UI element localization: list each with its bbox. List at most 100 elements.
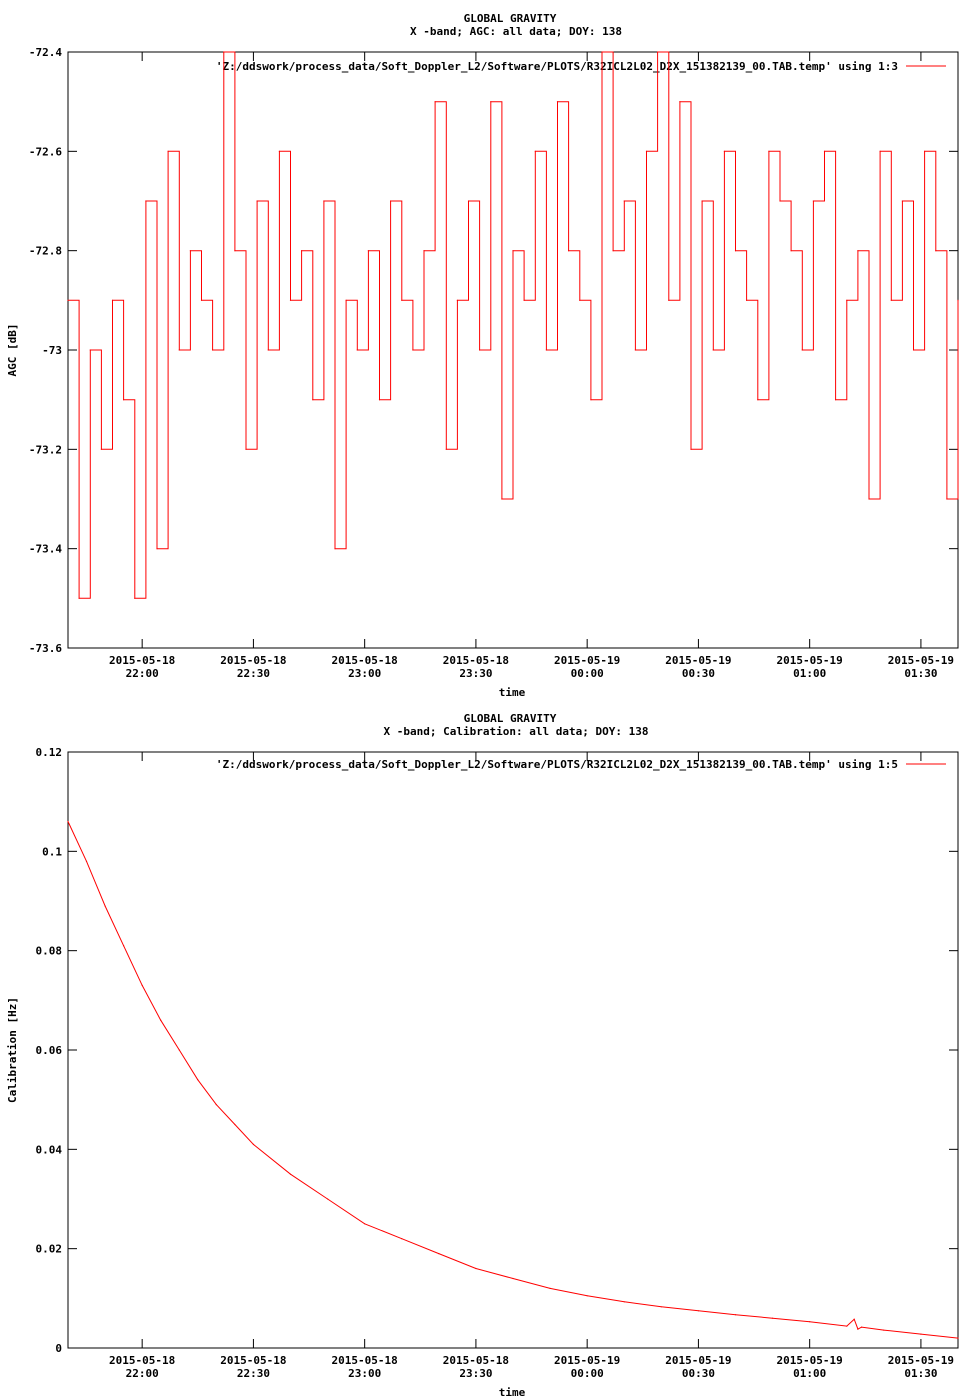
data-point	[957, 299, 959, 301]
data-point	[334, 548, 336, 550]
data-point	[189, 250, 191, 252]
plot-frame	[67, 751, 959, 1349]
data-point	[757, 399, 759, 401]
data-point	[879, 150, 881, 152]
data-point	[364, 1223, 366, 1225]
data-point	[345, 299, 347, 301]
x-tick-date: 2015-05-19	[888, 654, 954, 667]
data-point	[779, 200, 781, 202]
data-point	[946, 498, 948, 500]
data-point	[809, 1321, 811, 1323]
data-point	[734, 1314, 737, 1316]
data-point	[67, 820, 69, 823]
series-line	[68, 51, 959, 599]
data-point	[690, 448, 692, 450]
data-point	[401, 299, 403, 301]
data-point	[868, 498, 870, 500]
x-tick-time: 23:00	[348, 1367, 381, 1380]
data-point	[634, 349, 637, 351]
data-point	[772, 1317, 774, 1319]
data-point	[723, 150, 726, 152]
y-tick-label: 0.1	[42, 845, 62, 858]
data-point	[924, 150, 926, 152]
y-tick-label: 0	[55, 1342, 62, 1355]
x-axis-label: time	[499, 686, 526, 699]
data-point	[657, 51, 659, 53]
x-tick-date: 2015-05-18	[109, 1354, 175, 1367]
data-point	[323, 200, 325, 202]
y-tick-label: -73.4	[29, 543, 62, 556]
y-tick-label: 0.04	[36, 1143, 63, 1156]
y-tick-label: 0.06	[36, 1044, 63, 1057]
x-tick-date: 2015-05-18	[220, 654, 286, 667]
y-tick-label: 0.02	[36, 1243, 63, 1256]
x-tick-date: 2015-05-18	[332, 1354, 398, 1367]
data-point	[245, 448, 247, 450]
data-point	[89, 349, 91, 351]
data-point	[252, 1143, 254, 1145]
data-point	[920, 1333, 922, 1335]
data-point	[467, 200, 470, 202]
x-tick-date: 2015-05-18	[443, 654, 509, 667]
data-point	[890, 299, 892, 301]
data-point	[697, 1310, 700, 1312]
x-tick-date: 2015-05-19	[554, 654, 620, 667]
data-point	[857, 250, 859, 252]
x-tick-time: 00:30	[682, 1367, 715, 1380]
y-axis-label: Calibration [Hz]	[6, 997, 19, 1103]
data-point	[438, 1253, 440, 1255]
data-point	[85, 860, 88, 862]
x-tick-time: 23:30	[459, 1367, 492, 1380]
data-point	[111, 299, 114, 301]
data-point	[490, 101, 492, 103]
x-tick-time: 00:30	[682, 667, 715, 680]
data-point	[957, 1337, 959, 1339]
data-point	[846, 299, 848, 301]
data-point	[223, 51, 225, 53]
data-point	[212, 349, 214, 351]
x-tick-time: 00:00	[571, 667, 604, 680]
data-point	[512, 1277, 514, 1280]
x-tick-time: 22:00	[126, 1367, 159, 1380]
data-point	[679, 101, 681, 103]
data-point	[445, 448, 447, 450]
data-point	[712, 349, 714, 351]
legend-label: 'Z:/ddswork/process_data/Soft_Doppler_L2…	[216, 60, 898, 73]
data-point	[289, 1173, 292, 1175]
data-point	[612, 250, 614, 252]
data-point	[601, 51, 603, 53]
data-point	[160, 1019, 162, 1021]
data-point	[660, 1306, 662, 1308]
y-tick-label: -73.2	[29, 443, 62, 456]
y-tick-label: -72.4	[29, 46, 62, 59]
x-tick-date: 2015-05-19	[665, 1354, 731, 1367]
data-point	[234, 1123, 236, 1126]
x-tick-date: 2015-05-18	[332, 654, 398, 667]
x-tick-time: 22:00	[126, 667, 159, 680]
data-point	[512, 250, 514, 252]
data-point	[853, 1318, 855, 1320]
y-tick-label: -73	[42, 344, 62, 357]
data-point	[475, 1267, 477, 1270]
x-tick-time: 00:00	[571, 1367, 604, 1380]
data-point	[145, 200, 147, 202]
data-point	[104, 905, 106, 907]
data-point	[178, 1049, 180, 1051]
y-axis-label: AGC [dB]	[6, 324, 19, 377]
data-point	[549, 1287, 551, 1289]
x-tick-time: 22:30	[237, 667, 270, 680]
data-point	[401, 1238, 403, 1240]
x-tick-time: 01:00	[793, 1367, 826, 1380]
data-point	[861, 1326, 863, 1328]
data-point	[812, 200, 815, 202]
data-point	[156, 548, 158, 550]
data-point	[501, 498, 503, 500]
data-point	[883, 1329, 885, 1331]
data-point	[857, 1328, 859, 1330]
data-point	[835, 399, 837, 401]
data-point	[167, 150, 169, 152]
data-point	[434, 101, 436, 103]
x-tick-date: 2015-05-18	[109, 654, 175, 667]
